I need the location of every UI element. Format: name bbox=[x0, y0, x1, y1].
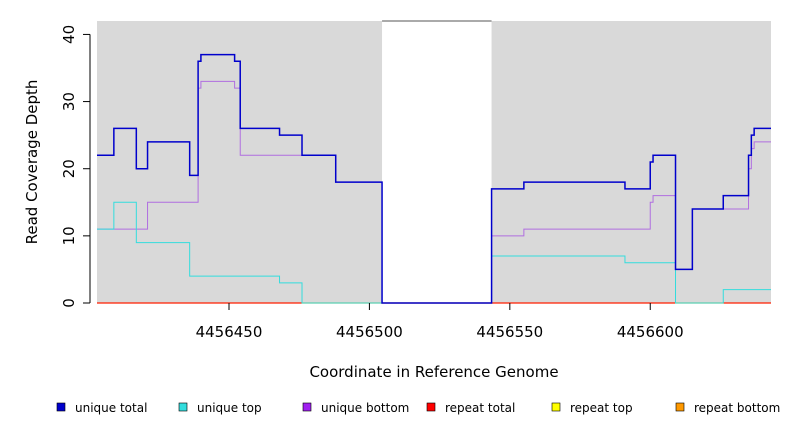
legend-label-repeat-bottom: repeat bottom bbox=[694, 401, 780, 415]
x-tick-label: 4456550 bbox=[476, 323, 543, 341]
x-tick-label: 4456600 bbox=[617, 323, 684, 341]
legend-swatch-unique-bottom bbox=[302, 402, 312, 412]
legend-label-unique-top: unique top bbox=[197, 401, 262, 415]
x-axis: 4456450 4456500 4456550 4456600 bbox=[196, 303, 684, 341]
gap-region bbox=[382, 21, 492, 303]
legend-label-unique-bottom: unique bottom bbox=[321, 401, 409, 415]
legend-label-unique-total: unique total bbox=[75, 401, 147, 415]
legend-swatch-repeat-top bbox=[551, 402, 561, 412]
x-axis-label: Coordinate in Reference Genome bbox=[309, 363, 558, 381]
series-layer bbox=[97, 53, 771, 304]
legend-swatch-repeat-bottom bbox=[675, 402, 685, 412]
y-tick-label: 20 bbox=[60, 159, 78, 178]
y-tick-label: 40 bbox=[60, 25, 78, 44]
y-axis: 0 10 20 30 40 bbox=[60, 25, 91, 308]
legend-label-repeat-top: repeat top bbox=[570, 401, 633, 415]
series-line-unique-top bbox=[97, 201, 771, 304]
y-tick-label: 10 bbox=[60, 226, 78, 245]
x-tick-label: 4456500 bbox=[336, 323, 403, 341]
legend-label-repeat-total: repeat total bbox=[445, 401, 515, 415]
y-tick-label: 30 bbox=[60, 92, 78, 111]
legend-swatch-unique-top bbox=[178, 402, 188, 412]
y-axis-label: Read Coverage Depth bbox=[23, 80, 41, 245]
legend: unique total unique top unique bottom repea… bbox=[56, 401, 780, 415]
series-line-unique-total bbox=[97, 53, 771, 304]
legend-swatch-unique-total bbox=[56, 402, 66, 412]
y-tick-label: 0 bbox=[60, 298, 78, 308]
legend-swatch-repeat-total bbox=[426, 402, 436, 412]
x-tick-label: 4456450 bbox=[196, 323, 263, 341]
plot-area bbox=[97, 20, 771, 303]
